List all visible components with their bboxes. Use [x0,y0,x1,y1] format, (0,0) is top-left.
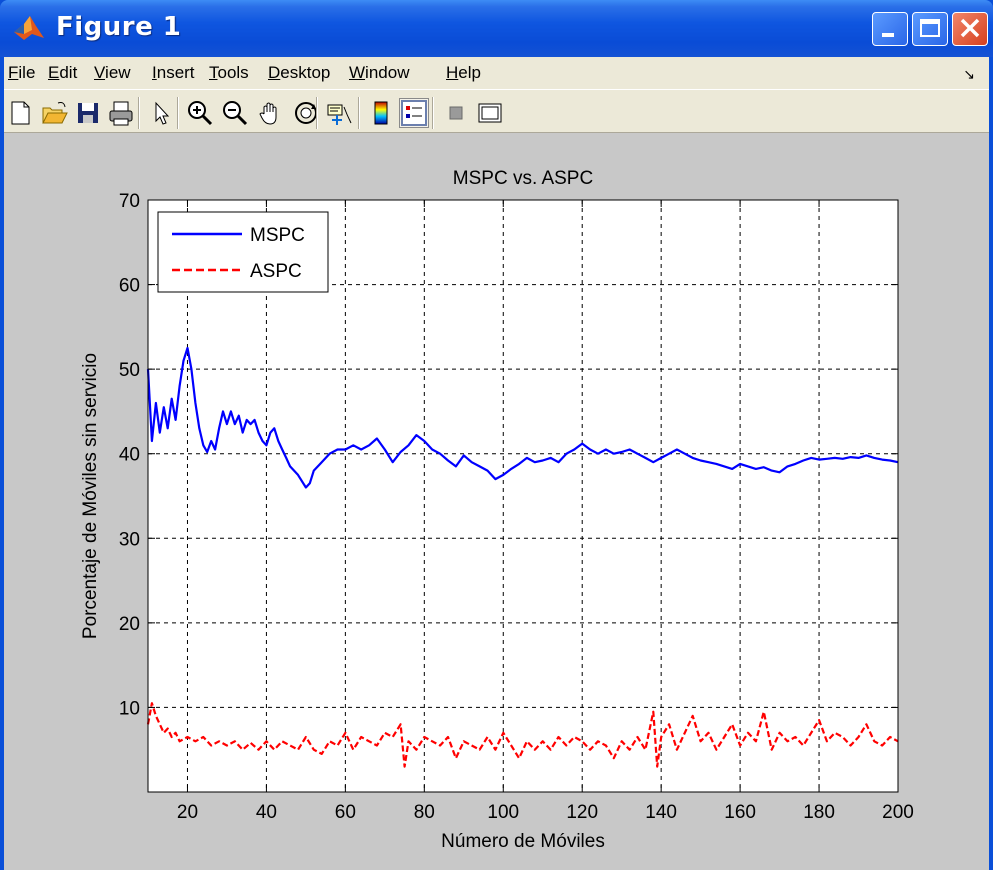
y-tick-label: 70 [119,191,140,212]
pan-hand-icon[interactable] [256,99,284,127]
maximize-icon [920,19,940,37]
toolbar-separator [358,97,360,129]
zoom-out-icon[interactable] [221,99,249,127]
menu-insert[interactable]: Insert [152,63,195,82]
toolbar-separator [177,97,179,129]
x-tick-label: 200 [882,802,914,823]
toolbar-separator [432,97,434,129]
axes-background [148,200,898,792]
x-tick-label: 160 [724,802,756,823]
title-bar[interactable]: Figure 1 [0,0,993,57]
x-tick-label: 120 [566,802,598,823]
print-icon[interactable] [107,99,135,127]
x-tick-label: 100 [487,802,519,823]
menu-window[interactable]: Window [349,63,410,82]
zoom-in-icon[interactable] [186,99,214,127]
toolbar-separator [316,97,318,129]
matlab-logo-icon [14,16,44,40]
y-tick-label: 10 [119,698,140,719]
x-tick-label: 80 [414,802,435,823]
y-tick-label: 30 [119,529,140,550]
x-tick-label: 140 [645,802,677,823]
menu-edit[interactable]: Edit [48,63,78,82]
menu-file[interactable]: File [8,63,36,82]
y-tick-label: 60 [119,276,140,297]
x-tick-label: 20 [177,802,198,823]
x-tick-label: 180 [803,802,835,823]
menu-help[interactable]: Help [446,63,481,82]
legend-label-aspc: ASPC [250,261,302,282]
legend-box [157,211,329,293]
menu-bar: File Edit View Insert Tools Desktop Window Help… [4,57,989,89]
figure-toolbar [4,89,989,133]
chart-title: MSPC vs. ASPC [453,168,593,189]
legend-label-mspc: MSPC [250,225,305,246]
menu-tools[interactable]: Tools [209,63,249,82]
minimize-button[interactable] [872,12,908,46]
figure-frame: File Edit View Insert Tools Desktop Window Help… [4,57,989,870]
maximize-button[interactable] [912,12,948,46]
edit-plot-arrow-icon[interactable] [147,99,175,127]
legend-icon[interactable] [399,98,429,128]
x-tick-label: 40 [256,802,277,823]
close-icon [960,18,980,38]
y-tick-label: 40 [119,445,140,466]
dock-arrow-icon[interactable]: ↘ [963,66,975,82]
y-tick-label: 20 [119,614,140,635]
menu-view[interactable]: View [94,63,131,82]
open-file-icon[interactable] [40,99,68,127]
minimize-icon [882,33,894,37]
show-plot-tools-icon[interactable] [476,99,504,127]
close-button[interactable] [952,12,988,46]
menu-desktop[interactable]: Desktop [268,63,331,82]
data-cursor-icon[interactable] [325,99,353,127]
series-line-mspc [146,346,899,489]
toolbar-separator [138,97,140,129]
new-figure-icon[interactable] [6,99,34,127]
axes-box [147,199,899,793]
x-tick-label: 60 [335,802,356,823]
x-axis-label: Número de Móviles [441,831,605,852]
y-tick-label: 50 [119,360,140,381]
figure-canvas: 20 40 60 80 100 120 140 160 180 200 10 20 30 40 50 60 70… [4,133,989,870]
plot-svg: 20 40 60 80 100 120 140 160 180 200 10 20 30 40 50 60 70… [80,168,914,852]
series-line-aspc [146,702,899,768]
y-axis-label: Porcentaje de Móviles sin servicio [80,353,101,639]
hide-plot-tools-icon[interactable] [442,99,470,127]
colorbar-icon[interactable] [367,99,395,127]
window-title: Figure 1 [56,12,182,42]
save-icon[interactable] [74,99,102,127]
